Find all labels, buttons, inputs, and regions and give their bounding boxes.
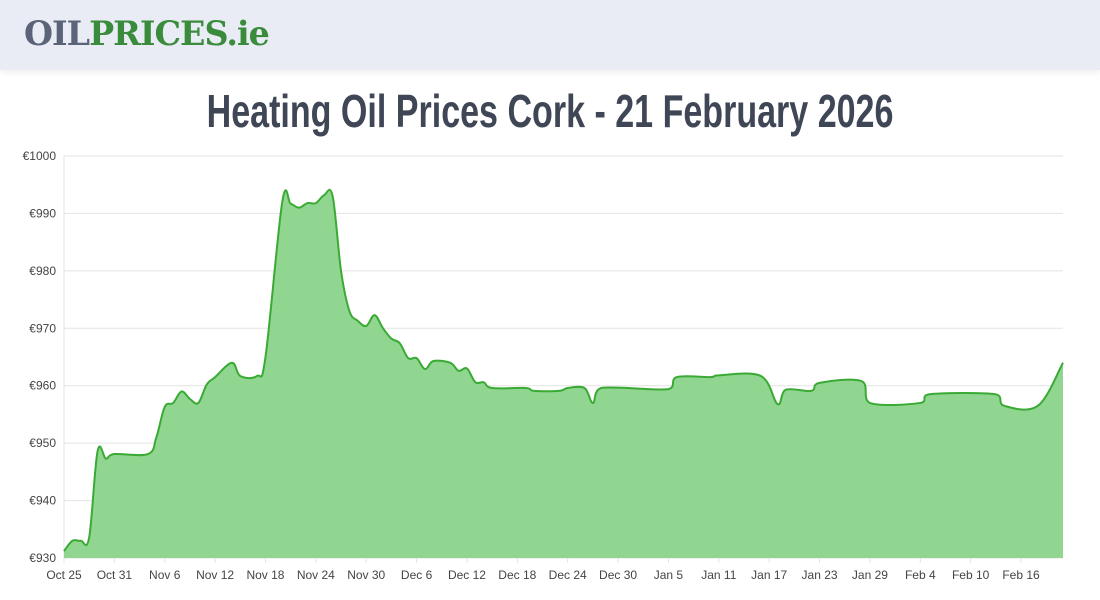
y-tick-label: €1000 [23,149,57,163]
y-tick-label: €970 [29,321,56,335]
x-tick-label: Nov 24 [297,568,335,582]
y-tick-label: €930 [29,551,56,565]
x-tick-label: Jan 11 [701,568,736,582]
x-tick-label: Jan 23 [802,568,838,582]
x-tick-label: Nov 6 [149,568,181,582]
x-tick-label: Jan 5 [654,568,684,582]
x-tick-label: Oct 25 [46,568,82,582]
x-tick-label: Dec 24 [549,568,587,582]
x-tick-label: Feb 10 [952,568,990,582]
site-logo[interactable]: OILPRICES.ie [24,14,270,54]
y-tick-label: €960 [29,379,56,393]
x-tick-label: Feb 16 [1002,568,1040,582]
x-tick-label: Dec 30 [599,568,637,582]
y-tick-label: €950 [29,436,56,450]
x-tick-label: Nov 18 [246,568,284,582]
logo-prices: PRICES.ie [89,14,270,54]
x-tick-label: Jan 29 [852,568,888,582]
price-line [63,188,1064,552]
x-tick-label: Nov 12 [196,568,234,582]
y-tick-label: €990 [29,206,56,220]
x-tick-label: Dec 6 [401,568,433,582]
y-axis: €1000 €990 €980 €970 €960 €950 €940 €930 [23,149,57,565]
page-title: Heating Oil Prices Cork - 21 February 20… [0,84,1100,138]
chart-title: Heating Oil Prices Cork - 21 February 20… [206,85,894,137]
y-tick-label: €940 [29,494,56,508]
x-tick-label: Jan 17 [751,568,787,582]
logo-oil: OIL [24,14,90,54]
x-axis: Oct 25 Oct 31 Nov 6 Nov 12 Nov 18 Nov 24 Nov 3… [46,568,1040,582]
site-header: OILPRICES.ie [0,0,1100,70]
x-tick-label: Oct 31 [97,568,133,582]
price-area [64,189,1063,559]
x-tick-label: Dec 18 [498,568,536,582]
x-tick-label: Feb 4 [905,568,936,582]
y-tick-label: €980 [29,264,56,278]
x-tick-label: Dec 12 [448,568,486,582]
x-tick-label: Nov 30 [347,568,385,582]
